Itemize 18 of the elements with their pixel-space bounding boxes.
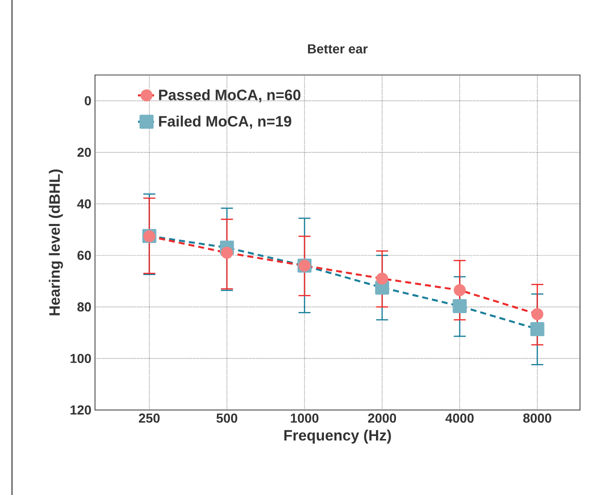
x-tick-label: 250 [138, 414, 160, 423]
legend-label: Passed MoCA, n=60 [159, 89, 300, 102]
y-tick-label: 120 [70, 405, 91, 415]
x-axis-title: Frequency (Hz) [284, 430, 391, 444]
y-tick-label: 20 [77, 148, 91, 157]
legend-label: Failed MoCA, n=19 [159, 116, 292, 129]
y-tick-label: 80 [77, 302, 91, 312]
y-axis-title: Hearing level (dBHL) [48, 169, 63, 316]
x-tick-label: 8000 [523, 414, 552, 423]
y-tick-label: 100 [70, 354, 91, 364]
x-tick-label: 1000 [290, 414, 318, 423]
x-tick-label: 2000 [368, 414, 396, 423]
y-tick-label: 40 [77, 199, 91, 208]
y-tick-label: 0 [84, 96, 91, 106]
x-tick-label: 500 [216, 414, 238, 423]
y-tick-label: 60 [77, 250, 91, 260]
chart-title: Better ear [308, 44, 368, 54]
x-tick-label: 4000 [445, 414, 474, 423]
